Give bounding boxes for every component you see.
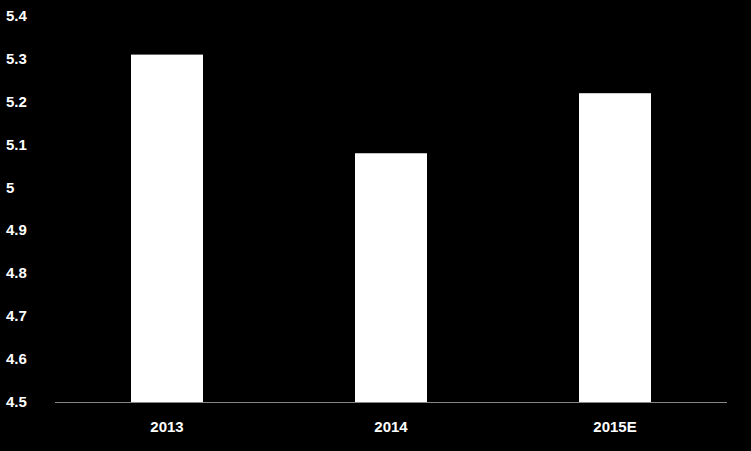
tick-mark bbox=[54, 273, 55, 274]
tick-mark bbox=[54, 144, 55, 145]
x-axis: 2013 2014 2015E bbox=[55, 403, 727, 436]
x-axis-line bbox=[55, 402, 727, 403]
background bbox=[0, 0, 751, 451]
tick-mark bbox=[54, 402, 55, 403]
tick-mark bbox=[54, 230, 55, 231]
y-axis: 4.5 4.6 4.7 4.8 4.9 5 5.1 5.2 5.3 5.4 bbox=[6, 7, 55, 410]
y-tick-label: 5.2 bbox=[6, 93, 27, 110]
y-tick-label: 4.6 bbox=[6, 350, 27, 367]
y-tick-label: 5.4 bbox=[6, 7, 28, 24]
tick-mark bbox=[54, 58, 55, 59]
bar bbox=[131, 55, 203, 402]
y-tick-label: 4.5 bbox=[6, 393, 27, 410]
y-tick-label: 5.3 bbox=[6, 50, 27, 67]
bar bbox=[579, 93, 651, 402]
x-tick-label: 2013 bbox=[150, 418, 183, 435]
y-tick-label: 4.8 bbox=[6, 264, 27, 281]
bar bbox=[355, 153, 427, 402]
x-tick-label: 2015E bbox=[593, 418, 636, 435]
bars bbox=[131, 55, 651, 402]
y-tick-label: 4.9 bbox=[6, 221, 27, 238]
tick-mark bbox=[54, 187, 55, 188]
chart-svg: 4.5 4.6 4.7 4.8 4.9 5 5.1 5.2 5.3 5.4 2013 2014 2015… bbox=[0, 0, 751, 451]
y-tick-label: 5.1 bbox=[6, 136, 27, 153]
tick-mark bbox=[54, 359, 55, 360]
x-tick-label: 2014 bbox=[374, 418, 408, 435]
tick-mark bbox=[54, 101, 55, 102]
y-tick-label: 5 bbox=[6, 179, 14, 196]
chart-root: 4.5 4.6 4.7 4.8 4.9 5 5.1 5.2 5.3 5.4 2013 2014 2015… bbox=[0, 0, 751, 451]
tick-mark bbox=[54, 16, 55, 17]
tick-mark bbox=[54, 316, 55, 317]
y-tick-label: 4.7 bbox=[6, 307, 27, 324]
